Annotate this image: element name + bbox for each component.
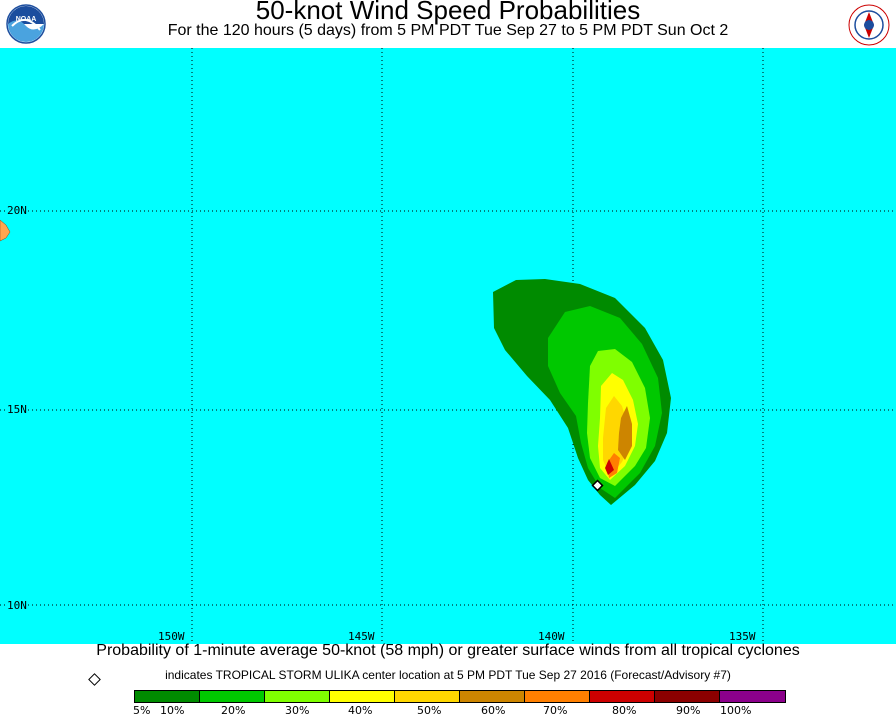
page-subtitle: For the 120 hours (5 days) from 5 PM PDT…	[167, 22, 729, 39]
colorbar-label: 20%	[221, 704, 246, 717]
colorbar-swatch	[200, 691, 265, 702]
prob-contour-70	[605, 459, 614, 475]
colorbar-swatch	[655, 691, 720, 702]
header: NOAA 50-knot Wind Speed Probabilities Fo…	[0, 0, 896, 48]
colorbar-label: 50%	[417, 704, 442, 717]
footer-storm-note: indicates TROPICAL STORM ULIKA center lo…	[165, 668, 731, 682]
colorbar-label: 40%	[348, 704, 373, 717]
noaa-logo-icon: NOAA	[6, 4, 46, 44]
map-canvas	[0, 48, 896, 644]
graticule	[0, 48, 896, 644]
colorbar-swatch	[330, 691, 395, 702]
lon-label-135w: 135W	[729, 630, 756, 643]
colorbar-swatch	[720, 691, 785, 702]
colorbar-label: 70%	[543, 704, 568, 717]
map-area: 20N 15N 10N	[0, 48, 896, 644]
colorbar-label: 90%	[676, 704, 701, 717]
lat-label-20n: 20N	[6, 204, 28, 217]
lon-label-140w: 140W	[538, 630, 565, 643]
colorbar-swatch	[265, 691, 330, 702]
colorbar-label: 80%	[612, 704, 637, 717]
probability-colorbar	[134, 690, 786, 703]
colorbar-label: 10%	[160, 704, 185, 717]
colorbar-swatch	[395, 691, 460, 702]
lon-label-145w: 145W	[348, 630, 375, 643]
svg-text:NOAA: NOAA	[16, 16, 37, 23]
land-hawaii	[0, 219, 11, 242]
colorbar-swatch	[460, 691, 525, 702]
nws-logo-icon	[848, 4, 890, 46]
colorbar-label: 5%	[133, 704, 151, 717]
colorbar-swatch	[590, 691, 655, 702]
colorbar-label: 30%	[285, 704, 310, 717]
page-title: 50-knot Wind Speed Probabilities	[255, 0, 641, 25]
colorbar-swatch	[135, 691, 200, 702]
lon-label-150w: 150W	[158, 630, 185, 643]
prob-contour-50	[618, 406, 632, 460]
lat-label-15n: 15N	[6, 403, 28, 416]
lat-label-10n: 10N	[6, 599, 28, 612]
colorbar-label: 60%	[481, 704, 506, 717]
storm-center-diamond-icon	[591, 479, 604, 492]
colorbar-label: 100%	[720, 704, 752, 717]
footer-description: Probability of 1-minute average 50-knot …	[96, 642, 800, 659]
colorbar-swatch	[525, 691, 590, 702]
